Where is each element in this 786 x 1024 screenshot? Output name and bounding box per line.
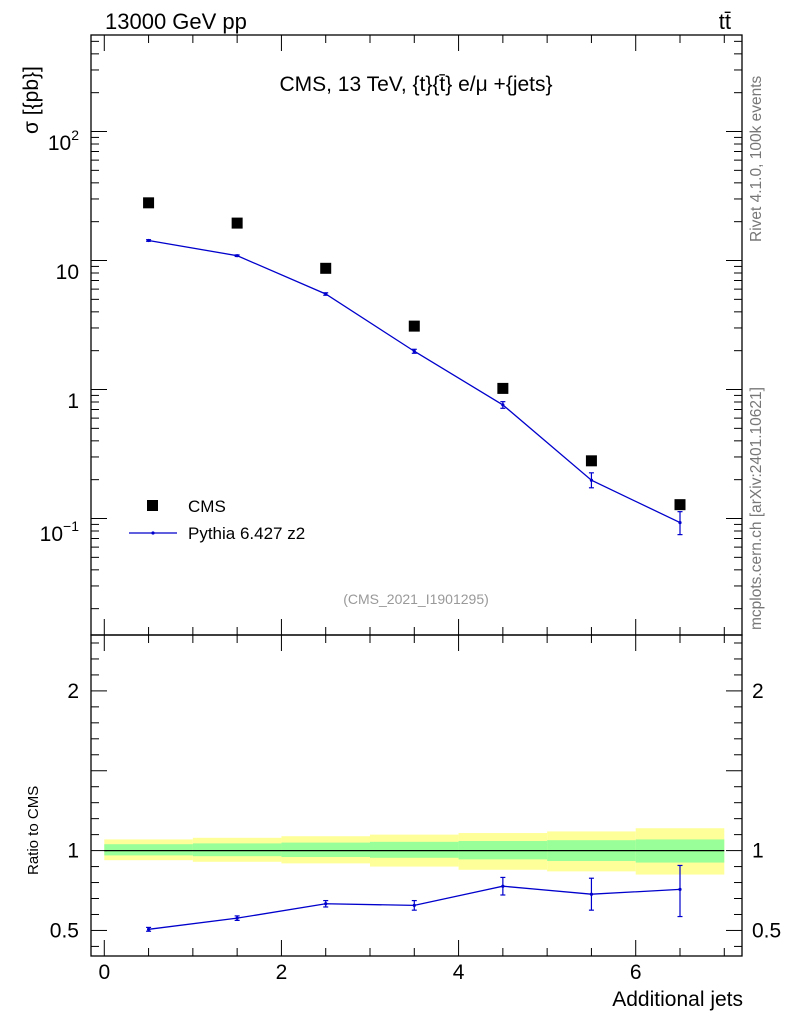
x-tick-label: 4: [453, 961, 465, 984]
ratio-point: [412, 903, 416, 907]
cms-data-point: [231, 217, 243, 229]
main-series-layer: [143, 197, 686, 536]
ratio-band-green: [370, 841, 459, 858]
legend-pythia-label: Pythia 6.427 z2: [188, 524, 305, 543]
rivet-label: Rivet 4.1.0, 100k events: [748, 75, 765, 242]
ratio-axis-ticks: [91, 635, 742, 956]
legend: CMS Pythia 6.427 z2: [129, 497, 305, 543]
ratio-point: [324, 902, 328, 906]
ratio-series-layer: [146, 864, 683, 932]
cms-data-point: [674, 499, 686, 511]
ratio-point: [678, 887, 682, 892]
ratio-uncertainty-bands: [104, 828, 725, 875]
legend-cms-marker: [147, 500, 158, 511]
ratio-point: [501, 884, 505, 888]
y-tick-label-10: 10: [56, 261, 79, 284]
main-panel: σ [{pb}] CMS, 13 TeV, {t}{t̄} e/μ +{jets…: [20, 34, 743, 636]
analysis-watermark: (CMS_2021_I1901295): [343, 591, 489, 607]
header-energy-label: 13000 GeV pp: [105, 9, 247, 34]
pythia-line: [148, 239, 681, 524]
ratio-band-green: [192, 843, 282, 857]
ratio-y-tick-label-right: 1: [752, 840, 764, 863]
cms-data-point: [585, 455, 597, 467]
ratio-panel: Ratio to CMS 0.5 0.5 1 1 2 2 0 2 4 6 Additional j…: [25, 634, 781, 1011]
pythia-point: [146, 238, 151, 243]
cms-data-point: [320, 262, 332, 274]
y-tick-label-1: 1: [67, 390, 79, 413]
main-axis-ticks: [91, 35, 742, 635]
ratio-y-tick-label: 0.5: [50, 919, 79, 942]
ratio-band-green: [104, 844, 193, 856]
y-tick-label-0.1: 10−1: [40, 518, 80, 546]
main-chart-title: CMS, 13 TeV, {t}{t̄} e/μ +{jets}: [279, 73, 552, 96]
ratio-y-tick-label-right: 0.5: [752, 919, 781, 942]
legend-pythia-point: [151, 531, 155, 535]
pythia-point: [324, 292, 328, 296]
header-process-label: tt̄: [719, 9, 731, 34]
pythia-point: [501, 403, 505, 407]
ratio-tick-labels: 0.5 0.5 1 1 2 2 0 2 4 6: [50, 680, 781, 984]
x-tick-label: 2: [276, 961, 288, 984]
legend-item-cms: CMS: [147, 497, 226, 516]
cms-data-point: [408, 320, 420, 332]
ratio-point: [235, 916, 239, 920]
ratio-y-tick-label: 2: [67, 680, 79, 703]
mcplots-label: mcplots.cern.ch [arXiv:2401.10621]: [748, 387, 765, 630]
legend-item-pythia: Pythia 6.427 z2: [129, 524, 305, 543]
ratio-y-axis-title: Ratio to CMS: [25, 786, 42, 875]
x-axis-title: Additional jets: [612, 988, 743, 1011]
ratio-band-green: [281, 842, 370, 857]
x-tick-label: 0: [98, 961, 110, 984]
pythia-point: [412, 349, 416, 353]
main-y-axis-title: σ [{pb}]: [20, 66, 43, 134]
x-tick-label: 6: [630, 961, 642, 984]
ratio-y-tick-label-right: 2: [752, 680, 764, 703]
cms-data-point: [143, 197, 155, 209]
ratio-plot-frame: [90, 634, 743, 957]
ratio-point: [589, 892, 594, 896]
main-y-tick-labels: 102 10 1 10−1: [40, 127, 80, 546]
cms-data-point: [497, 382, 509, 394]
main-plot-frame: [90, 34, 743, 636]
ratio-y-tick-label: 1: [67, 840, 79, 863]
pythia-point: [678, 520, 682, 525]
ratio-point: [146, 927, 151, 931]
pythia-point: [235, 254, 239, 258]
y-tick-label-100: 102: [48, 127, 79, 155]
pythia-point: [589, 478, 594, 482]
legend-cms-label: CMS: [188, 497, 226, 516]
